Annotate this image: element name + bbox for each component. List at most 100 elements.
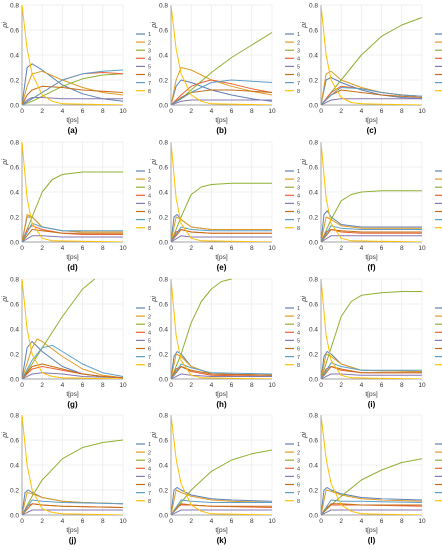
subplot-caption: (g) bbox=[67, 400, 78, 409]
x-tick-label: 0 bbox=[20, 382, 24, 389]
subplot-k: 0.0 0.2 0.4 0.6 0.8 0 2 4 6 8 10 ρi t[ps] (k) 1 2 3 4 5 6 7 8 bbox=[151, 412, 300, 545]
subplot-caption: (d) bbox=[67, 263, 78, 272]
legend-label: 2 bbox=[148, 314, 151, 320]
legend-label: 2 bbox=[297, 450, 300, 456]
series-line-2 bbox=[321, 216, 422, 242]
subplot-b: 0.0 0.2 0.4 0.6 0.8 0 2 4 6 8 10 ρi t[ps] (b) 1 2 3 4 5 6 7 8 bbox=[151, 2, 300, 135]
series-line-1 bbox=[171, 487, 273, 515]
legend-label: 5 bbox=[148, 202, 151, 208]
series-line-1 bbox=[321, 77, 423, 105]
series-line-6 bbox=[321, 366, 422, 379]
legend-label: 5 bbox=[297, 202, 300, 208]
series-line-6 bbox=[22, 503, 124, 515]
legend-label: 3 bbox=[297, 458, 300, 464]
y-axis-label: ρi bbox=[151, 432, 158, 439]
x-tick-label: 0 bbox=[20, 518, 24, 525]
legend-label: 1 bbox=[297, 32, 300, 38]
x-tick-label: 2 bbox=[339, 245, 343, 252]
series-group bbox=[321, 278, 423, 379]
y-tick-label: 0.8 bbox=[309, 2, 318, 9]
x-tick-label: 8 bbox=[101, 108, 105, 115]
x-tick-label: 10 bbox=[268, 382, 276, 389]
x-axis-label: t[ps] bbox=[215, 527, 227, 534]
x-tick-label: 2 bbox=[339, 108, 343, 115]
y-tick-label: 0.0 bbox=[309, 512, 318, 519]
series-group bbox=[22, 414, 124, 515]
legend-label: 6 bbox=[297, 347, 300, 353]
x-axis-label: t[ps] bbox=[215, 391, 227, 398]
x-tick-label: 6 bbox=[230, 245, 234, 252]
x-tick-label: 4 bbox=[61, 382, 65, 389]
series-line-5 bbox=[171, 235, 272, 242]
legend-label: 1 bbox=[148, 442, 151, 448]
series-line-5 bbox=[22, 97, 123, 105]
y-tick-label: 0.0 bbox=[309, 102, 318, 109]
legend-label: 8 bbox=[297, 226, 300, 232]
series-line-7 bbox=[22, 222, 123, 242]
subplot-caption: (c) bbox=[367, 126, 377, 135]
x-tick-label: 10 bbox=[268, 245, 276, 252]
x-tick-label: 6 bbox=[81, 108, 85, 115]
legend-label: 5 bbox=[148, 475, 151, 481]
legend-label: 1 bbox=[297, 442, 300, 448]
x-tick-label: 0 bbox=[20, 108, 24, 115]
y-tick-label: 0.2 bbox=[10, 351, 19, 358]
y-tick-label: 0.4 bbox=[159, 462, 168, 469]
series-line-4 bbox=[22, 225, 123, 242]
x-tick-label: 8 bbox=[250, 245, 254, 252]
subplot-h: 0.0 0.2 0.4 0.6 0.8 0 2 4 6 8 10 ρi t[ps] (h) 1 2 3 4 5 6 7 8 bbox=[151, 276, 300, 409]
x-axis-label: t[ps] bbox=[365, 527, 377, 534]
y-axis-label: ρi bbox=[2, 432, 9, 439]
series-line-2 bbox=[22, 214, 123, 242]
subplot-g: 0.0 0.2 0.4 0.6 0.8 0 2 4 6 8 10 ρi t[ps] (g) 1 2 3 4 5 6 7 8 bbox=[2, 276, 151, 409]
series-line-8 bbox=[171, 4, 273, 105]
series-line-6 bbox=[171, 366, 273, 379]
series-line-8 bbox=[321, 278, 423, 379]
series-line-2 bbox=[171, 67, 273, 105]
x-tick-label: 2 bbox=[40, 245, 44, 252]
series-line-3 bbox=[22, 73, 124, 105]
legend-label: 3 bbox=[297, 48, 300, 54]
y-tick-label: 0.8 bbox=[159, 2, 168, 9]
series-line-6 bbox=[171, 89, 273, 105]
x-tick-label: 0 bbox=[20, 245, 24, 252]
legend-label: 7 bbox=[148, 355, 151, 361]
y-tick-label: 0.8 bbox=[159, 412, 168, 419]
x-tick-label: 6 bbox=[81, 518, 85, 525]
y-tick-label: 0.2 bbox=[309, 487, 318, 494]
x-tick-label: 4 bbox=[210, 382, 214, 389]
y-tick-label: 0.6 bbox=[10, 164, 19, 171]
y-tick-label: 0.8 bbox=[10, 2, 19, 9]
series-line-3 bbox=[171, 449, 273, 515]
series-line-5 bbox=[321, 235, 422, 242]
legend-label: 6 bbox=[297, 73, 300, 79]
y-tick-label: 0.0 bbox=[309, 239, 318, 246]
x-tick-label: 6 bbox=[230, 382, 234, 389]
y-tick-label: 0.8 bbox=[309, 412, 318, 419]
series-line-7 bbox=[321, 87, 423, 105]
series-line-3 bbox=[22, 278, 96, 379]
x-axis-label: t[ps] bbox=[66, 117, 78, 124]
series-line-5 bbox=[321, 98, 422, 105]
subplot-d: 0.0 0.2 0.4 0.6 0.8 0 2 4 6 8 10 ρi t[ps] (d) 1 2 3 4 5 6 7 8 bbox=[2, 139, 151, 272]
y-tick-label: 0.6 bbox=[309, 27, 318, 34]
y-axis-label: ρi bbox=[2, 296, 9, 303]
series-line-5 bbox=[321, 373, 422, 379]
x-tick-label: 0 bbox=[319, 245, 323, 252]
y-tick-label: 0.8 bbox=[10, 276, 19, 283]
x-tick-label: 0 bbox=[169, 108, 173, 115]
series-line-3 bbox=[321, 17, 423, 105]
x-tick-label: 4 bbox=[210, 108, 214, 115]
legend-label: 2 bbox=[148, 40, 151, 46]
x-tick-label: 0 bbox=[319, 518, 323, 525]
legend-label: 4 bbox=[148, 467, 151, 473]
y-tick-label: 0.6 bbox=[159, 437, 168, 444]
series-line-4 bbox=[171, 79, 273, 105]
